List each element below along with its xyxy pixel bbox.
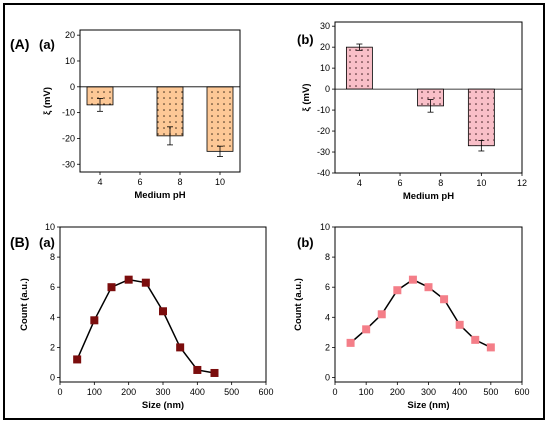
x-axis-label: Medium pH	[403, 191, 454, 202]
section-label-b: (B)	[10, 234, 29, 250]
bar	[206, 86, 234, 152]
y-tick-label: 2	[50, 342, 55, 352]
x-tick-label: 4	[357, 178, 362, 188]
data-point	[471, 335, 480, 344]
y-tick-label: 10	[65, 56, 75, 66]
x-tick-label: 300	[421, 387, 436, 397]
y-tick-label: 2	[325, 342, 330, 352]
y-tick-label: -20	[317, 126, 330, 136]
series-line	[350, 278, 492, 349]
x-tick-label: 100	[359, 387, 374, 397]
data-point	[486, 343, 495, 352]
x-tick-label: 0	[332, 387, 337, 397]
y-tick-label: -40	[317, 168, 330, 178]
y-tick-label: -10	[317, 105, 330, 115]
y-axis-label: ξ (mV)	[301, 84, 312, 112]
x-tick-label: 600	[514, 387, 529, 397]
data-point	[193, 365, 202, 374]
bar	[345, 46, 373, 90]
y-tick-label: -30	[62, 159, 75, 169]
y-tick-label: 0	[70, 82, 75, 92]
plot-frame	[59, 226, 267, 383]
x-tick-label: 400	[190, 387, 205, 397]
data-point	[346, 338, 355, 347]
series-line	[76, 278, 215, 374]
x-tick-label: 12	[517, 178, 527, 188]
panel-label: (b)	[297, 32, 314, 47]
x-tick-label: 400	[452, 387, 467, 397]
y-axis-label: ξ (mV)	[42, 87, 53, 115]
y-tick-label: -30	[317, 147, 330, 157]
x-tick-label: 300	[155, 387, 170, 397]
plot-frame	[334, 21, 523, 174]
y-tick-label: 8	[50, 252, 55, 262]
y-tick-label: 4	[325, 312, 330, 322]
y-tick-label: 6	[325, 282, 330, 292]
x-tick-label: 6	[398, 178, 403, 188]
x-tick-label: 500	[224, 387, 239, 397]
data-point	[440, 295, 449, 304]
x-tick-label: 200	[390, 387, 405, 397]
chart-panel-a-a: (a) 4 6 8 10 -30 -20 -10 0 10 20 Medium pH ξ (mV)	[39, 29, 241, 201]
y-tick-label: 6	[50, 282, 55, 292]
chart-panel-b-b: (b) 0 100 200 300 400 500 600 0 2 4 6 8 10 Size (nm) Co…	[293, 222, 530, 411]
bar	[467, 88, 495, 147]
data-point	[210, 368, 219, 377]
chart-panel-a-b: (b) 4 6 8 10 12 -40 -30 -20 -10 0 10 20 30 Medium pH ξ …	[297, 21, 527, 202]
y-tick-label: 4	[50, 312, 55, 322]
data-point	[424, 283, 433, 292]
x-tick-label: 0	[57, 387, 62, 397]
x-tick-label: 6	[137, 177, 142, 187]
data-point	[377, 310, 386, 319]
y-tick-label: 10	[320, 63, 330, 73]
panel-label: (a)	[39, 37, 55, 52]
plot-frame	[79, 29, 241, 173]
data-point	[159, 307, 167, 316]
data-point	[393, 286, 402, 295]
x-tick-label: 100	[87, 387, 102, 397]
x-tick-label: 4	[97, 177, 102, 187]
data-point	[90, 316, 99, 325]
chart-panel-b-a: (a) 0 100 200 300 400 500 600 0 2 4 6 8 10 Size (nm) Co…	[19, 222, 274, 411]
x-tick-label: 10	[476, 178, 486, 188]
x-tick-label: 8	[177, 177, 182, 187]
x-tick-label: 10	[215, 177, 225, 187]
y-tick-label: 10	[320, 222, 330, 232]
data-point	[73, 355, 82, 364]
y-tick-label: 20	[65, 30, 75, 40]
y-tick-label: 8	[325, 252, 330, 262]
figure-frame: (A) (B) (a) 4 6 8 10 -30 -20 -10 0 10 20 Medium pH ξ…	[3, 3, 545, 420]
section-label-a: (A)	[10, 36, 29, 52]
x-tick-label: 500	[483, 387, 498, 397]
x-tick-label: 8	[438, 178, 443, 188]
x-axis-label: Size (nm)	[407, 400, 449, 411]
data-point	[141, 278, 150, 287]
y-tick-label: 0	[325, 84, 330, 94]
x-axis-label: Medium pH	[134, 190, 185, 201]
y-tick-label: 10	[45, 222, 55, 232]
data-point	[176, 343, 185, 352]
plot-frame	[334, 226, 523, 383]
panel-label: (b)	[297, 235, 314, 250]
x-tick-label: 600	[258, 387, 273, 397]
y-tick-label: -10	[62, 108, 75, 118]
y-axis-label: Count (a.u.)	[19, 278, 30, 331]
data-point	[455, 320, 464, 329]
data-point	[362, 325, 371, 334]
data-point	[124, 275, 133, 284]
y-tick-label: 30	[320, 21, 330, 31]
x-axis-label: Size (nm)	[142, 400, 184, 411]
data-point	[107, 283, 116, 292]
y-tick-label: -20	[62, 133, 75, 143]
data-point	[408, 275, 417, 284]
panel-label: (a)	[39, 235, 55, 250]
y-tick-label: 0	[50, 372, 55, 382]
y-tick-label: 20	[320, 42, 330, 52]
y-axis-label: Count (a.u.)	[293, 278, 304, 331]
y-tick-label: 0	[325, 372, 330, 382]
x-tick-label: 200	[121, 387, 136, 397]
